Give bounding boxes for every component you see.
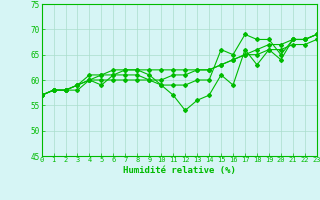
X-axis label: Humidité relative (%): Humidité relative (%) <box>123 166 236 175</box>
